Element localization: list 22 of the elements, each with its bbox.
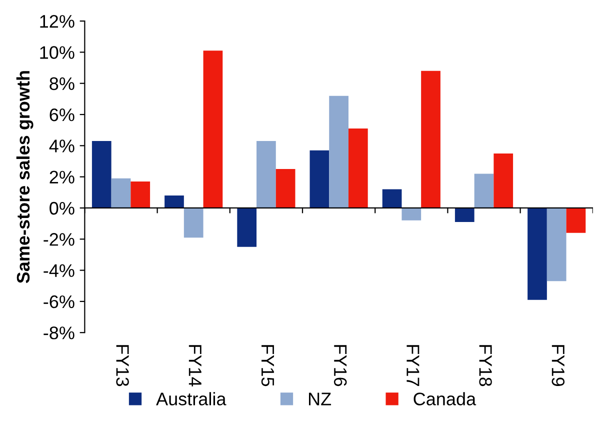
y-tick-label: 6% xyxy=(50,108,74,122)
x-tick-label: FY14 xyxy=(188,345,202,386)
x-tick-label: FY18 xyxy=(479,345,492,386)
x-tick-label: FY15 xyxy=(261,345,274,386)
y-tick-label: 4% xyxy=(49,140,74,152)
x-tick-label: FY17 xyxy=(406,345,420,386)
legend-label: Canada xyxy=(414,392,476,406)
y-tick-label: 10% xyxy=(40,46,74,59)
y-tick-label: 0% xyxy=(50,202,74,215)
legend-label: NZ xyxy=(308,392,332,406)
y-axis-title: Same-store sales growth xyxy=(16,71,34,284)
y-tick-label: 12% xyxy=(40,14,74,28)
x-tick-label: FY19 xyxy=(552,345,565,386)
y-tick-label: -6% xyxy=(44,295,74,308)
x-tick-label: FY16 xyxy=(334,345,347,386)
y-tick-label: 2% xyxy=(50,170,74,184)
legend-label: Australia xyxy=(156,392,226,406)
x-tick-label: FY13 xyxy=(116,345,129,386)
y-tick-label: -2% xyxy=(44,233,74,246)
y-tick-label: -8% xyxy=(44,326,74,340)
y-tick-label: -4% xyxy=(44,264,74,277)
y-tick-label: 8% xyxy=(50,77,74,90)
